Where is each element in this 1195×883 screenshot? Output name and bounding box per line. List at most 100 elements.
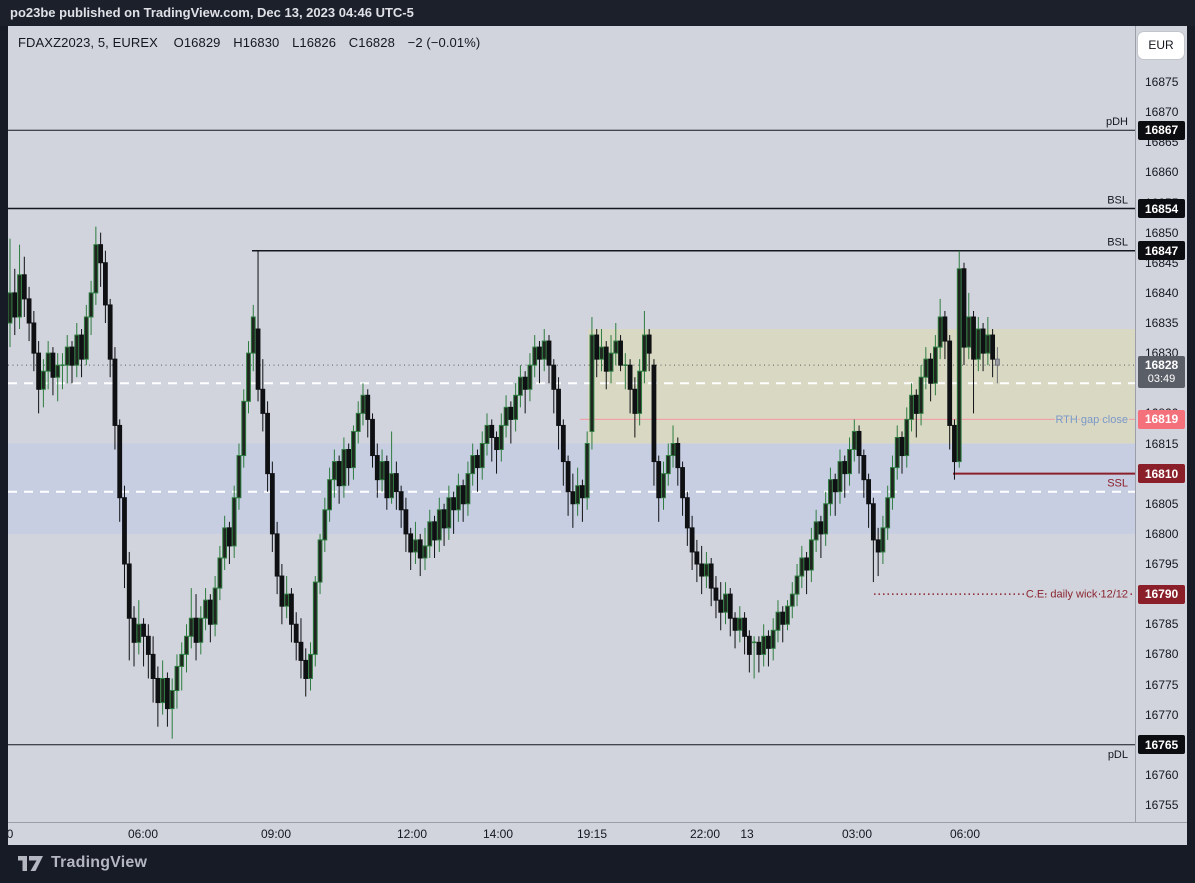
candle-body: [427, 521, 433, 547]
candle-body: [670, 443, 676, 457]
candle-body: [441, 509, 447, 529]
candle-body: [470, 455, 476, 475]
candle-body: [370, 418, 375, 457]
candle-body: [203, 599, 208, 619]
candle-body: [766, 635, 771, 649]
chart-pane[interactable]: pDH BSL BSL RTH gap close SSL C.E. daily wick…: [8, 26, 1135, 822]
candle-body: [627, 364, 633, 390]
candle-body: [565, 461, 571, 493]
candle-body: [160, 677, 166, 704]
price-tick: 16875: [1145, 75, 1179, 89]
candle-body: [69, 346, 75, 366]
candle-body: [389, 473, 395, 499]
price-tick: 16755: [1145, 798, 1179, 812]
candle-body: [8, 292, 13, 324]
candle-body: [284, 593, 290, 607]
candle-body: [479, 443, 485, 469]
candle-body: [346, 449, 352, 469]
price-axis[interactable]: EUR 168751687016865168601685516850168451…: [1135, 26, 1187, 822]
ohlc-high: H16830: [233, 35, 280, 50]
ssl-label: SSL: [1107, 478, 1128, 490]
candle-body: [451, 497, 457, 511]
candle-body: [813, 521, 819, 541]
candle-body: [17, 274, 22, 318]
candle-body: [937, 316, 943, 348]
candle-body: [374, 455, 380, 481]
candle-body: [279, 575, 285, 607]
candle-body: [413, 539, 418, 553]
candle-body: [293, 623, 299, 643]
candle-body: [718, 599, 724, 613]
candle-body: [169, 690, 175, 710]
candle-body: [665, 455, 671, 475]
candle-body: [384, 461, 390, 499]
candle-body: [789, 593, 795, 607]
candle-body: [489, 424, 495, 438]
last-price-axis-chip: 16828 03:49: [1138, 355, 1185, 388]
time-tick-00: :00: [8, 827, 14, 841]
chip-price: 16790: [1144, 587, 1179, 602]
footer-bar: TradingView: [0, 845, 1195, 883]
candle-body: [260, 388, 266, 414]
candle-body: [794, 575, 800, 595]
candle-body: [360, 394, 366, 414]
price-tick: 16835: [1145, 316, 1179, 330]
candle-body: [570, 491, 576, 505]
published-bar: po23be published on TradingView.com, Dec…: [0, 0, 1195, 26]
lower-demand-zone[interactable]: [8, 443, 1135, 534]
candle-body: [45, 352, 51, 372]
candle-body: [341, 449, 347, 487]
ohlc-change: −2 (−0.01%): [407, 35, 481, 50]
candle-body: [646, 334, 652, 354]
candle-body: [212, 587, 218, 625]
candle-body: [742, 617, 747, 637]
candle-body: [713, 587, 719, 601]
time-axis[interactable]: :00 06:00 09:00 12:00 14:00 19:15 22:00 13 03:00…: [8, 822, 1187, 845]
candle-body: [942, 316, 948, 342]
candle-body: [155, 677, 161, 704]
candle-body: [971, 316, 976, 360]
candle-body: [851, 430, 857, 451]
candle-body: [246, 352, 251, 402]
chip-price: 16810: [1144, 466, 1179, 481]
time-tick-0300: 03:00: [841, 827, 873, 841]
published-text: po23be published on TradingView.com, Dec…: [10, 5, 414, 20]
candle-body: [775, 611, 781, 631]
candle-body: [393, 473, 399, 493]
candle-body: [732, 617, 738, 631]
candle-body: [932, 346, 938, 384]
candle-body: [241, 400, 247, 457]
time-tick-0900: 09:00: [260, 827, 292, 841]
candle-body: [723, 593, 728, 613]
price-tick: 16785: [1145, 617, 1179, 632]
candle-body: [866, 479, 872, 505]
candle-body: [513, 394, 519, 420]
candle-body: [98, 244, 104, 264]
candle-body: [93, 244, 99, 294]
candle-body: [255, 328, 261, 390]
candle-body: [527, 364, 533, 390]
candle-body: [517, 376, 523, 396]
candle-body: [994, 358, 1000, 366]
candle-body: [79, 334, 84, 360]
candle-body: [188, 617, 194, 637]
tradingview-logo[interactable]: TradingView: [18, 854, 147, 872]
currency-button[interactable]: EUR: [1138, 32, 1184, 59]
candle-body: [575, 485, 581, 505]
candle-body: [21, 274, 27, 300]
candle-body: [83, 316, 89, 360]
candle-body: [828, 479, 833, 505]
upper-supply-zone[interactable]: [588, 329, 1135, 444]
time-tick-0600: 06:00: [949, 827, 981, 841]
candle-body: [351, 430, 356, 469]
candle-body: [289, 593, 294, 625]
candle-body: [117, 424, 123, 499]
candle-body: [331, 461, 337, 481]
candle-body: [398, 491, 404, 511]
candle-body: [804, 557, 809, 571]
candle-body: [785, 605, 790, 625]
candle-body: [956, 268, 962, 463]
candle-body: [503, 406, 509, 426]
symbol-legend[interactable]: FDAXZ2023, 5, EUREX O16829 H16830 L16826…: [18, 35, 489, 50]
candle-body: [174, 665, 180, 692]
